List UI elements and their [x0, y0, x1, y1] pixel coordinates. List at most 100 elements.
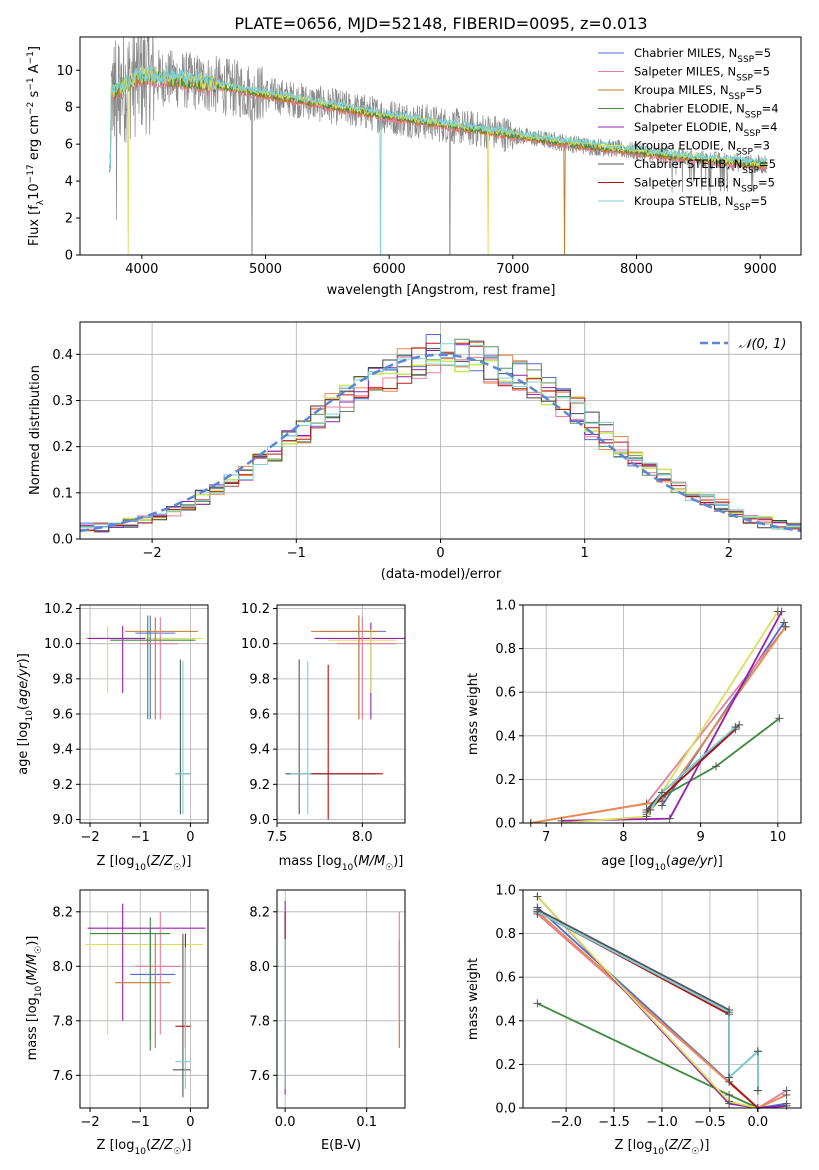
- label-part: SSP: [737, 55, 754, 65]
- y-tick-label: 6: [65, 138, 73, 153]
- label-part: −17: [26, 164, 36, 183]
- y-axis-label: Normed distribution: [28, 365, 43, 495]
- label-part: Chabrier STELIB, N: [634, 157, 742, 171]
- y-tick-label: 9.4: [52, 743, 73, 758]
- grid: [523, 889, 801, 1109]
- y-tick-label: 9.4: [249, 743, 270, 758]
- y-tick-label: 10.2: [241, 602, 270, 617]
- y-axis-label: mass weight: [466, 673, 481, 755]
- label-part: SSP: [741, 185, 758, 195]
- plot-area: [109, 37, 768, 255]
- label-part: ☉: [173, 863, 181, 873]
- axes-frame: [79, 36, 802, 256]
- label-part: SSP: [734, 203, 751, 213]
- x-tick-label: −2: [143, 546, 162, 561]
- panel-age_vs_Z: −2 −1 09.09.29.49.69.810.010.2Z [log10(Z/Z…: [16, 602, 209, 873]
- label-part: age [log: [16, 722, 31, 775]
- label-part: )]: [699, 1138, 709, 1153]
- y-tick-label: 8.2: [249, 905, 270, 920]
- x-axis-label: Z [log10(Z/Z☉)]: [615, 1138, 710, 1157]
- series-line: [537, 1002, 759, 1109]
- x-tick-label: 10: [770, 830, 787, 845]
- x-tick-label: 6000: [373, 262, 406, 277]
- y-tick-label: 0.4: [52, 348, 73, 363]
- y-tick-label: 0.0: [495, 1102, 516, 1117]
- label-part: =5: [754, 46, 771, 60]
- label-part: M/M: [25, 954, 40, 981]
- label-part: =4: [762, 102, 779, 116]
- y-tick-label: 0.6: [495, 686, 516, 701]
- label-part: )]: [16, 653, 31, 663]
- label-part: Z/Z: [150, 1138, 174, 1153]
- y-axis-label: mass [log10(M/M☉)]: [25, 936, 44, 1061]
- x-tick-label: −2: [80, 830, 99, 845]
- y-tick-label: 9.8: [249, 672, 270, 687]
- label-part: 10: [134, 1147, 146, 1157]
- label-part: erg cm: [27, 115, 42, 164]
- panel-massweight_vs_age: 7 8 9 10 0.0 0.2 0.4 0.6 0.8 1.0 mass weight age [l…: [466, 599, 802, 873]
- label-part: =5: [758, 176, 775, 190]
- label-part: Z [log: [615, 1138, 653, 1153]
- label-part: Z [log: [97, 1138, 135, 1153]
- gaussian-reference-line: [79, 353, 802, 533]
- x-axis-label: wavelength [Angstrom, rest frame]: [327, 283, 556, 298]
- plot-area: [284, 900, 400, 1095]
- label-part: ]: [27, 46, 42, 51]
- label-part: =5: [753, 65, 770, 79]
- x-tick-label: 4000: [125, 262, 158, 277]
- panel-massweight_vs_Z: −2.0 −1.5 −1.0 −0.5 0.0 0.0 0.2 0.4 0.6 0.8 1.0 mas…: [466, 884, 802, 1157]
- panel-mass_vs_EBV: 0.0 0.1 7.6 7.8 8.0 8.2 E(B-V): [249, 889, 406, 1153]
- y-axis-label: Flux [fλ10−17 erg cm−2 s−1 A−1]: [26, 46, 46, 246]
- y-tick-label: 0.8: [495, 642, 516, 657]
- label-part: SSP: [745, 111, 762, 121]
- y-tick-label: 8.0: [249, 960, 270, 975]
- panel-mass_vs_Z: −2 −1 07.67.88.08.2Z [log10(Z/Z☉)]mass [lo…: [25, 889, 209, 1157]
- label-part: =3: [753, 139, 770, 153]
- series-line: [530, 626, 787, 824]
- y-tick-label: 7.8: [52, 1014, 73, 1029]
- label-part: ☉: [385, 863, 393, 873]
- label-part: mass [log: [25, 997, 40, 1060]
- label-part: Kroupa MILES, N: [634, 83, 729, 97]
- y-tick-label: 2: [65, 212, 73, 227]
- label-part: age [log: [601, 854, 654, 869]
- legend-entry: 𝒩(0, 1): [739, 337, 786, 352]
- legend-entry: Kroupa STELIB, NSSP=5: [634, 194, 767, 213]
- x-tick-label: 0: [436, 546, 444, 561]
- plot-area: [285, 615, 405, 820]
- y-tick-label: 9.2: [249, 778, 270, 793]
- x-tick-label: 0.0: [275, 1115, 296, 1130]
- y-tick-label: 0.4: [495, 1014, 516, 1029]
- y-tick-label: 7.6: [249, 1069, 270, 1084]
- x-axis-label: E(B-V): [321, 1138, 361, 1153]
- label-part: SSP: [736, 148, 753, 158]
- label-part: )]: [181, 1138, 191, 1153]
- model-spectrum-line: [109, 69, 768, 255]
- x-axis-label: Z [log10(Z/Z☉)]: [97, 854, 192, 873]
- x-tick-label: −1: [131, 1115, 150, 1130]
- label-part: )]: [393, 854, 403, 869]
- x-tick-label: 8000: [620, 262, 653, 277]
- label-part: M/M: [358, 854, 385, 869]
- y-tick-label: 9.8: [52, 672, 73, 687]
- label-part: 10: [34, 985, 44, 997]
- x-tick-label: 7: [542, 830, 550, 845]
- x-tick-label: −1: [287, 546, 306, 561]
- x-tick-label: 7000: [496, 262, 529, 277]
- label-part: Kroupa ELODIE, N: [634, 139, 736, 153]
- x-tick-label: −1.5: [598, 1115, 630, 1130]
- label-part: (: [666, 854, 671, 869]
- label-part: Chabrier MILES, N: [634, 46, 737, 60]
- x-tick-label: −2: [80, 1115, 99, 1130]
- label-part: )]: [25, 936, 40, 946]
- x-tick-label: 2: [725, 546, 733, 561]
- legend-entry: Salpeter ELODIE, NSSP=4: [634, 120, 777, 139]
- label-part: Chabrier ELODIE, N: [634, 102, 745, 116]
- x-tick-label: 8: [619, 830, 627, 845]
- grid: [277, 890, 405, 1108]
- label-part: Salpeter STELIB, N: [634, 176, 741, 190]
- y-tick-label: 0.8: [495, 927, 516, 942]
- x-tick-label: 8.0: [352, 830, 373, 845]
